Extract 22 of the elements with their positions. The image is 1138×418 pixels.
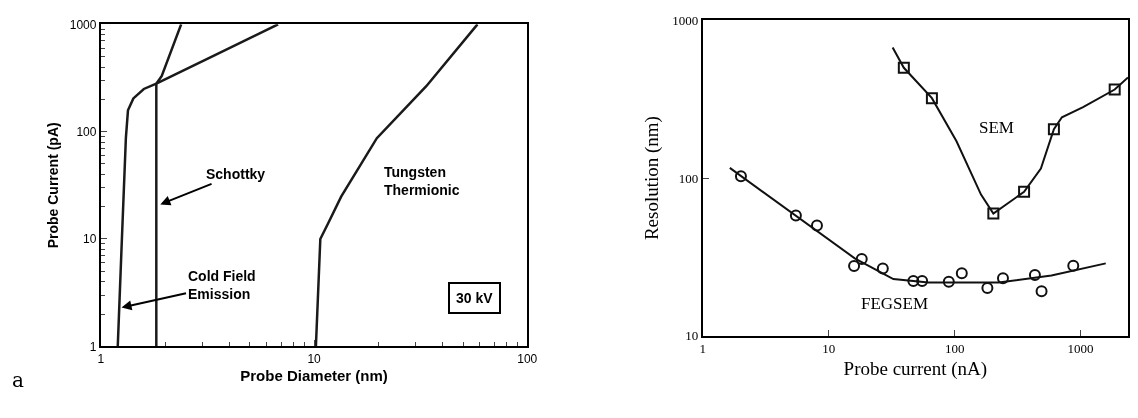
annotation: Tungsten Thermionic: [384, 164, 460, 199]
x-tick-label: 100: [944, 341, 965, 357]
y-tick-label: 1000: [672, 12, 699, 28]
annotation: SEM: [979, 118, 1014, 137]
y-axis-title: Resolution (nm): [641, 116, 664, 241]
x-tick-label: 10: [307, 351, 322, 366]
x-tick-label: 1000: [1067, 341, 1094, 357]
y-tick-label: 100: [76, 124, 97, 139]
annotation: 30 kV: [456, 290, 494, 306]
y-tick-label: 100: [678, 170, 699, 186]
x-tick-label: 10: [822, 341, 836, 357]
x-tick-label: 100: [517, 351, 538, 366]
text: a: [12, 368, 24, 392]
annotation: FEGSEM: [861, 294, 929, 313]
annotation: Schottky: [206, 166, 266, 182]
y-axis-title: Probe Current (pA): [44, 122, 61, 249]
x-axis-title: Probe Diameter (nm): [240, 367, 388, 385]
x-axis-title: Probe current (nA): [843, 357, 988, 380]
annotation: Cold Field Emission: [188, 268, 256, 303]
y-tick-label: 1000: [69, 17, 97, 32]
y-tick-label: 10: [685, 328, 699, 344]
y-tick-label: 10: [83, 232, 97, 247]
